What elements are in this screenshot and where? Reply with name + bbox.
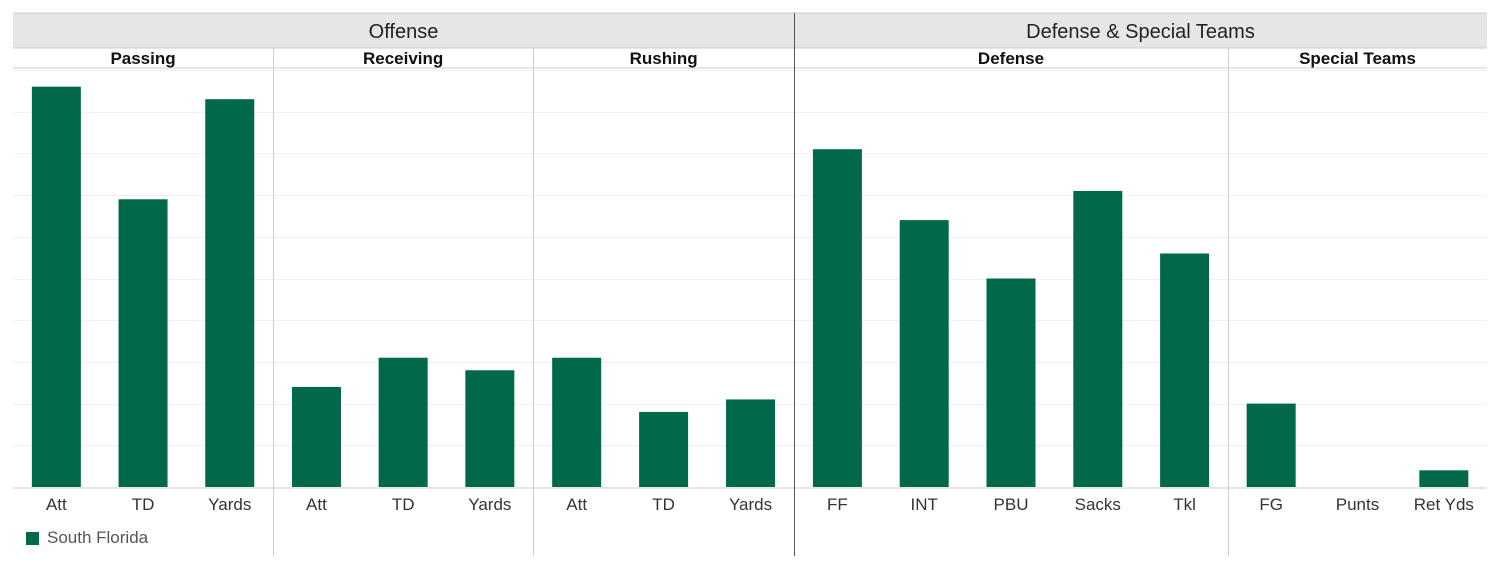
bar xyxy=(31,86,81,488)
tick-label: TD xyxy=(652,495,675,514)
bar xyxy=(1419,470,1469,487)
tick-label: Yards xyxy=(468,495,511,514)
group-title: Offense xyxy=(369,21,439,43)
bar xyxy=(639,411,689,487)
tick-label: Yards xyxy=(729,495,772,514)
bar xyxy=(1246,403,1296,487)
panel-title: Receiving xyxy=(363,49,443,68)
tick-label: INT xyxy=(911,495,938,514)
tick-label: TD xyxy=(132,495,155,514)
bar xyxy=(899,220,949,487)
tick-label: Tkl xyxy=(1173,495,1196,514)
tick-label: Att xyxy=(566,495,587,514)
tick-label: Yards xyxy=(208,495,251,514)
bar xyxy=(552,357,602,487)
bar xyxy=(378,357,428,487)
bar xyxy=(1073,190,1123,487)
bar xyxy=(1160,253,1210,487)
legend-label: South Florida xyxy=(47,528,149,547)
panel-title: Defense xyxy=(978,49,1044,68)
tick-label: Att xyxy=(46,495,67,514)
tick-label: FG xyxy=(1259,495,1283,514)
legend-swatch xyxy=(26,531,39,545)
tick-label: Att xyxy=(306,495,327,514)
bar xyxy=(465,370,515,487)
tick-label: PBU xyxy=(994,495,1029,514)
panel-title: Passing xyxy=(110,49,175,68)
panel-title: Special Teams xyxy=(1299,49,1416,68)
bar xyxy=(291,386,341,487)
top-header-bg xyxy=(13,13,1487,48)
tick-label: Punts xyxy=(1336,495,1379,514)
bar xyxy=(812,149,862,488)
legend: South Florida xyxy=(26,528,148,548)
panel-title: Rushing xyxy=(630,49,698,68)
bar xyxy=(118,199,168,487)
group-title: Defense & Special Teams xyxy=(1026,21,1255,43)
tick-label: Sacks xyxy=(1075,495,1121,514)
bar xyxy=(205,99,255,487)
bar xyxy=(986,278,1036,487)
bar xyxy=(726,399,776,487)
tick-label: Ret Yds xyxy=(1414,495,1474,514)
tick-label: TD xyxy=(392,495,415,514)
tick-label: FF xyxy=(827,495,848,514)
